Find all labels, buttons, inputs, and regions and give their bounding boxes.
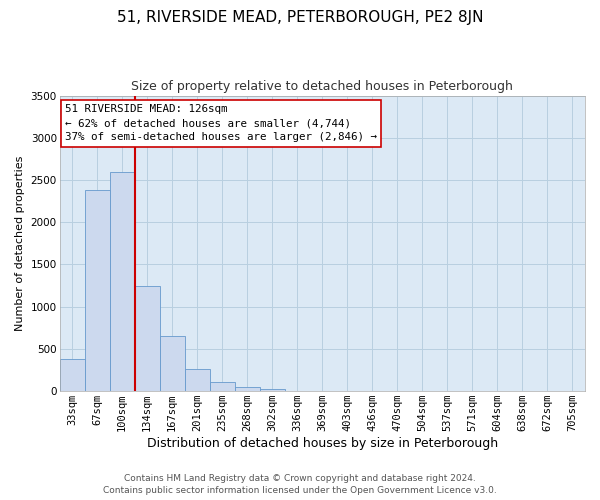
Bar bbox=[185, 369, 210, 391]
Y-axis label: Number of detached properties: Number of detached properties bbox=[15, 156, 25, 331]
Text: 51 RIVERSIDE MEAD: 126sqm
← 62% of detached houses are smaller (4,744)
37% of se: 51 RIVERSIDE MEAD: 126sqm ← 62% of detac… bbox=[65, 104, 377, 142]
Text: Contains HM Land Registry data © Crown copyright and database right 2024.
Contai: Contains HM Land Registry data © Crown c… bbox=[103, 474, 497, 495]
Bar bbox=[59, 359, 85, 391]
Bar bbox=[85, 190, 110, 391]
Title: Size of property relative to detached houses in Peterborough: Size of property relative to detached ho… bbox=[131, 80, 513, 93]
Bar bbox=[260, 388, 285, 391]
Bar bbox=[160, 336, 185, 391]
Bar bbox=[235, 386, 260, 391]
Bar bbox=[134, 286, 160, 391]
X-axis label: Distribution of detached houses by size in Peterborough: Distribution of detached houses by size … bbox=[147, 437, 498, 450]
Text: 51, RIVERSIDE MEAD, PETERBOROUGH, PE2 8JN: 51, RIVERSIDE MEAD, PETERBOROUGH, PE2 8J… bbox=[117, 10, 483, 25]
Bar bbox=[210, 382, 235, 391]
Bar bbox=[110, 172, 134, 391]
